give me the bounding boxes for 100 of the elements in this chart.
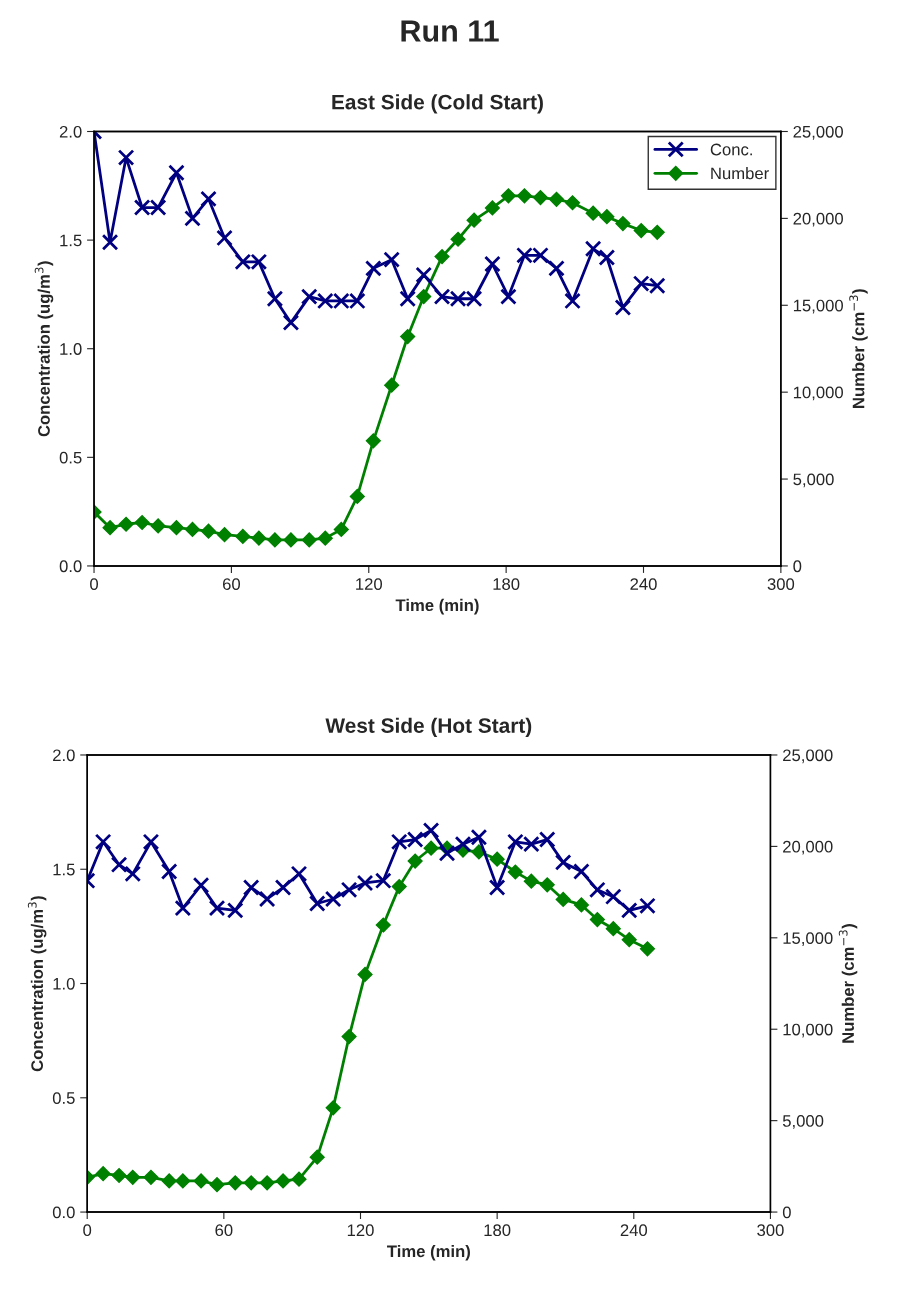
point [216, 527, 233, 543]
x-tick-label: 240 [620, 1224, 648, 1237]
y2-tick-label: 10,000 [783, 1023, 833, 1038]
point [150, 518, 166, 534]
point [564, 195, 581, 211]
point [134, 514, 150, 531]
point [161, 1173, 177, 1189]
point [291, 1171, 307, 1187]
point [168, 520, 185, 536]
point [484, 200, 500, 216]
point [365, 260, 382, 277]
point [375, 917, 391, 933]
point [325, 1100, 341, 1116]
point [538, 831, 556, 848]
point [349, 488, 365, 505]
y2-tick-label: 25,000 [783, 749, 833, 764]
point [208, 899, 226, 917]
point [400, 328, 416, 345]
x-tick-label: 120 [347, 1224, 374, 1237]
point [604, 888, 622, 906]
point [633, 222, 649, 239]
x-tick-label: 60 [222, 578, 241, 590]
y-tick-label: 0.0 [59, 560, 82, 573]
point [227, 1175, 243, 1191]
y-tick-label: 2.0 [53, 749, 75, 762]
point [422, 822, 440, 839]
point [548, 260, 565, 277]
point [308, 895, 326, 912]
point [532, 189, 549, 206]
point [184, 210, 201, 227]
point [615, 216, 631, 232]
point [118, 516, 134, 532]
legend-label: Number [711, 167, 769, 180]
point [333, 521, 349, 538]
x-axis-title: Time (min) [395, 598, 479, 615]
point [101, 233, 119, 251]
point [192, 876, 210, 894]
point [523, 873, 539, 889]
point [216, 229, 233, 247]
y2-tick-label: 15,000 [793, 299, 843, 314]
point [235, 528, 251, 544]
point [175, 1173, 191, 1189]
y2-tick-label: 25,000 [793, 125, 843, 140]
y-tick-label: 1.5 [60, 234, 82, 247]
y-tick-label: 0.0 [52, 1206, 75, 1219]
point [357, 966, 373, 982]
point [605, 921, 621, 937]
point [415, 266, 433, 284]
point [584, 240, 602, 258]
point [507, 864, 523, 880]
point [548, 191, 565, 207]
point [160, 863, 178, 880]
point [301, 532, 317, 548]
y2-axis-title: Number (cm$^{−3}$) [838, 924, 858, 1043]
point [466, 212, 482, 228]
point [488, 879, 506, 896]
point [275, 1173, 291, 1189]
x-tick-label: 240 [630, 578, 657, 590]
point [573, 897, 589, 913]
point [124, 865, 142, 883]
point [95, 1166, 111, 1182]
y-axis-title: Concentration (ug/m$^{3}$) [27, 896, 47, 1072]
point [258, 890, 276, 908]
point [274, 879, 292, 896]
point [585, 205, 601, 221]
point [340, 881, 358, 899]
point [317, 530, 333, 546]
point [489, 851, 505, 867]
y2-tick-label: 15,000 [783, 932, 833, 946]
point [117, 149, 135, 166]
point [554, 854, 572, 871]
point [454, 835, 472, 853]
point [555, 891, 571, 907]
point [639, 941, 656, 957]
chart-title: West Side (Hot Start) [325, 717, 532, 738]
point [407, 853, 423, 869]
y2-axis-title: Number (cm$^{−3}$) [849, 289, 868, 408]
point [516, 188, 533, 204]
y-tick-label: 1.0 [53, 977, 75, 990]
y2-tick-label: 10,000 [793, 386, 843, 401]
point [434, 249, 450, 265]
y-tick-label: 2.0 [59, 125, 82, 138]
point [470, 828, 488, 846]
text: Run 11 [401, 20, 499, 42]
point [266, 290, 284, 308]
point [243, 1175, 259, 1191]
point [649, 224, 665, 240]
point [450, 231, 466, 247]
point [174, 899, 192, 917]
x-tick-label: 300 [767, 578, 795, 590]
point [399, 290, 417, 308]
point [383, 251, 400, 268]
x-tick-label: 180 [493, 578, 520, 590]
y-tick-label: 1.0 [60, 343, 82, 355]
point [110, 856, 128, 874]
point [200, 523, 217, 539]
point [391, 879, 407, 895]
point [539, 877, 555, 893]
x-tick-label: 0 [83, 1224, 92, 1237]
point [111, 1167, 127, 1184]
